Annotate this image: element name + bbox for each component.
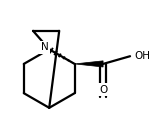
Polygon shape (75, 61, 103, 67)
Text: N: N (41, 42, 49, 52)
Text: OH: OH (134, 51, 150, 61)
Text: O: O (99, 85, 108, 95)
